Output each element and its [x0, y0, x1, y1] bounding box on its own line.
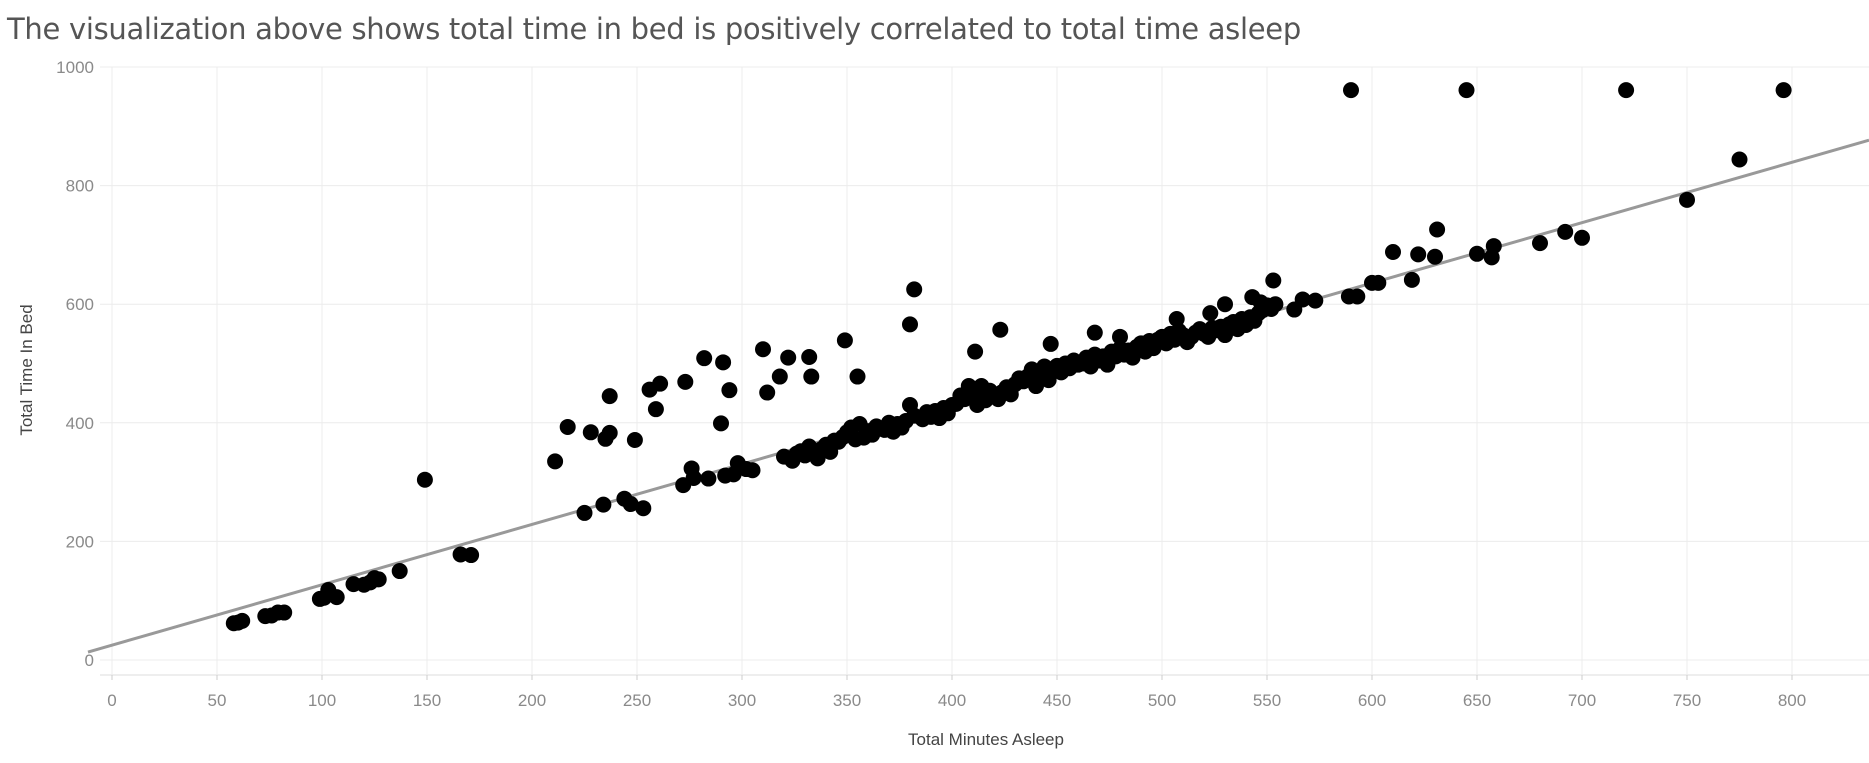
- data-point: [1403, 271, 1420, 288]
- x-tick-label: 150: [413, 691, 441, 710]
- data-point: [1469, 245, 1485, 262]
- data-point: [1267, 296, 1284, 313]
- x-tick-label: 0: [107, 691, 116, 710]
- data-points: [225, 82, 1792, 632]
- data-point: [677, 373, 694, 390]
- data-point: [1679, 191, 1695, 208]
- data-point: [647, 401, 664, 418]
- data-point: [234, 612, 251, 629]
- data-point: [1557, 223, 1574, 240]
- data-point: [1168, 311, 1185, 328]
- data-point: [328, 589, 345, 606]
- data-point: [416, 471, 433, 488]
- data-point: [622, 496, 639, 513]
- x-tick-label: 550: [1253, 691, 1281, 710]
- data-point: [276, 604, 293, 621]
- data-point: [721, 382, 738, 399]
- data-point: [771, 368, 788, 385]
- data-point: [652, 375, 669, 392]
- data-point: [559, 418, 576, 435]
- y-tick-label: 800: [66, 177, 94, 196]
- data-point: [759, 384, 776, 401]
- y-axis-title: Total Time In Bed: [17, 304, 36, 435]
- data-point: [547, 453, 564, 470]
- x-tick-label: 350: [833, 691, 861, 710]
- data-point: [1574, 229, 1590, 246]
- data-point: [1370, 274, 1387, 291]
- data-point: [463, 547, 480, 564]
- y-tick-label: 600: [66, 295, 94, 314]
- x-tick-label: 700: [1568, 691, 1596, 710]
- x-tick-label: 600: [1358, 691, 1386, 710]
- data-point: [1086, 324, 1103, 341]
- data-point: [849, 368, 866, 385]
- data-point: [1112, 328, 1128, 345]
- data-point: [582, 424, 599, 441]
- data-point: [1307, 292, 1324, 309]
- x-tick-label: 500: [1148, 691, 1176, 710]
- data-point: [906, 281, 923, 298]
- y-tick-label: 1000: [56, 58, 94, 77]
- data-point: [1427, 248, 1443, 265]
- data-point: [1202, 305, 1219, 322]
- data-point: [713, 415, 729, 432]
- y-tick-label: 400: [66, 414, 94, 433]
- data-point: [992, 321, 1009, 338]
- data-point: [1265, 272, 1282, 289]
- data-point: [801, 348, 818, 365]
- data-point: [601, 424, 618, 441]
- y-tick-label: 200: [66, 532, 94, 551]
- data-point: [370, 571, 387, 588]
- data-point: [1385, 244, 1401, 261]
- data-point: [1731, 151, 1748, 168]
- data-point: [685, 469, 702, 486]
- data-point: [780, 349, 797, 366]
- data-point: [635, 500, 652, 517]
- data-point: [1349, 288, 1366, 305]
- axis-ticks: 0 50 100 150 200 250 300 350 400 450 500 550 600 650 7…: [56, 58, 1806, 710]
- data-point: [1618, 82, 1635, 99]
- data-point: [601, 388, 618, 405]
- data-point: [902, 316, 918, 333]
- x-tick-label: 750: [1673, 691, 1701, 710]
- x-tick-label: 50: [208, 691, 227, 710]
- data-point: [626, 431, 643, 448]
- data-point: [1485, 238, 1502, 255]
- data-point: [1294, 291, 1311, 308]
- x-tick-label: 800: [1778, 691, 1806, 710]
- y-tick-label: 0: [85, 651, 94, 670]
- data-point: [1532, 235, 1548, 252]
- data-point: [696, 350, 713, 367]
- chart-title: The visualization above shows total time…: [7, 12, 1301, 46]
- x-tick-label: 450: [1043, 691, 1071, 710]
- x-tick-label: 200: [518, 691, 546, 710]
- data-point: [391, 563, 408, 580]
- data-point: [1343, 82, 1359, 99]
- data-point: [1217, 296, 1233, 313]
- x-tick-label: 300: [728, 691, 756, 710]
- data-point: [1252, 294, 1269, 311]
- data-point: [576, 504, 593, 521]
- data-point: [803, 368, 820, 385]
- data-point: [715, 354, 732, 371]
- x-tick-label: 650: [1463, 691, 1491, 710]
- data-point: [755, 341, 771, 358]
- x-tick-label: 250: [623, 691, 651, 710]
- data-point: [1410, 246, 1427, 263]
- data-point: [1042, 335, 1059, 352]
- data-point: [744, 462, 761, 479]
- x-axis-title: Total Minutes Asleep: [908, 730, 1064, 749]
- x-tick-label: 100: [308, 691, 336, 710]
- data-point: [1458, 82, 1475, 99]
- data-point: [595, 496, 612, 513]
- x-tick-label: 400: [938, 691, 966, 710]
- data-point: [1429, 221, 1446, 238]
- data-point: [967, 343, 984, 360]
- data-point: [700, 470, 717, 487]
- data-point: [1775, 82, 1792, 99]
- data-point: [836, 332, 853, 349]
